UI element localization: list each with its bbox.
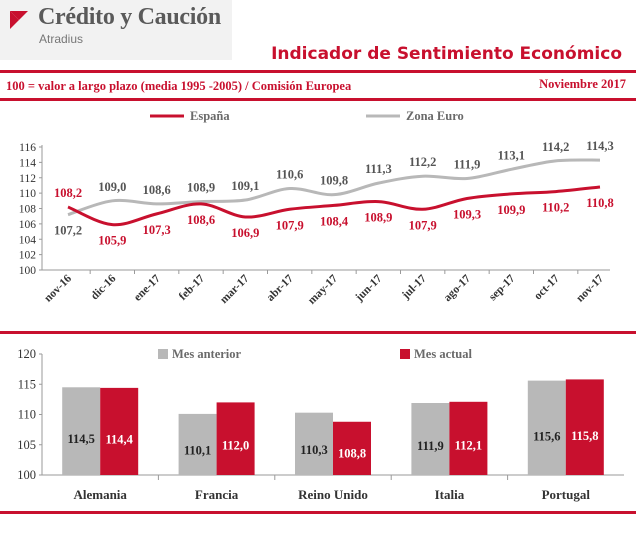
category-label: Francia bbox=[195, 487, 239, 502]
data-label-0: 107,9 bbox=[276, 218, 304, 232]
y-tick-label: 106 bbox=[19, 219, 37, 231]
data-label-0: 108,9 bbox=[364, 211, 392, 225]
bar-value-label-1: 114,4 bbox=[105, 432, 133, 446]
y-tick-label: 120 bbox=[17, 347, 36, 361]
data-label-1: 111,3 bbox=[365, 162, 392, 176]
data-label-0: 108,6 bbox=[187, 213, 215, 227]
y-tick-label: 110 bbox=[19, 188, 36, 200]
bar-value-label-1: 108,8 bbox=[338, 447, 366, 461]
top-rule bbox=[0, 70, 636, 73]
report-date: Noviembre 2017 bbox=[539, 77, 626, 91]
y-tick-label: 105 bbox=[17, 438, 36, 452]
bottom-rule bbox=[0, 511, 636, 514]
data-label-0: 107,3 bbox=[143, 223, 171, 237]
data-label-1: 109,1 bbox=[231, 179, 259, 193]
legend-swatch-0 bbox=[158, 349, 168, 359]
data-label-0: 108,4 bbox=[320, 214, 349, 228]
data-label-1: 114,2 bbox=[542, 140, 569, 154]
bar-value-label-0: 114,5 bbox=[67, 432, 94, 446]
series-line-1 bbox=[67, 158, 601, 217]
bar-value-label-1: 112,0 bbox=[222, 439, 249, 453]
data-label-0: 107,9 bbox=[409, 218, 437, 232]
bar-value-label-1: 115,8 bbox=[571, 429, 598, 443]
x-tick-label: nov-17 bbox=[574, 272, 606, 304]
line-chart: España Zona Euro 100 102 104 106 108 110 112 114 1… bbox=[19, 109, 614, 307]
data-label-0: 108,2 bbox=[54, 186, 82, 200]
data-label-1: 114,3 bbox=[586, 139, 613, 153]
bar-1 bbox=[449, 401, 488, 475]
series-line-0 bbox=[67, 185, 601, 227]
x-tick-label: oct-17 bbox=[532, 272, 562, 302]
y-tick-label: 116 bbox=[19, 142, 36, 154]
x-tick-label: jul-17 bbox=[399, 272, 429, 302]
y-tick-label: 114 bbox=[19, 157, 36, 169]
logo-area: Crédito y Caución Atradius bbox=[0, 0, 232, 60]
data-label-1: 110,6 bbox=[276, 168, 303, 182]
y-tick-label: 112 bbox=[19, 173, 36, 185]
data-label-0: 109,3 bbox=[453, 208, 481, 222]
bar-0 bbox=[411, 403, 450, 475]
legend-swatch-1 bbox=[400, 349, 410, 359]
x-tick-label: mar-17 bbox=[218, 272, 252, 306]
data-label-1: 113,1 bbox=[498, 148, 525, 162]
x-tick-label: dic-16 bbox=[89, 272, 119, 302]
y-tick-label: 115 bbox=[18, 377, 36, 391]
bar-chart: Mes anterior Mes actual 100 105 110 115 120 114… bbox=[17, 347, 624, 502]
bar-value-label-1: 112,1 bbox=[455, 438, 482, 452]
data-label-1: 108,9 bbox=[187, 181, 215, 195]
category-label: Reino Unido bbox=[298, 487, 368, 502]
bar-1 bbox=[100, 387, 139, 475]
subtitle-rule bbox=[0, 98, 636, 101]
bar-1 bbox=[565, 379, 604, 475]
brand-name: Crédito y Caución bbox=[38, 4, 221, 30]
x-tick-label: feb-17 bbox=[177, 272, 207, 302]
x-tick-label: abr-17 bbox=[265, 272, 296, 303]
y-tick-label: 100 bbox=[17, 468, 36, 482]
x-tick-label: jun-17 bbox=[353, 272, 385, 304]
bar-0 bbox=[295, 412, 333, 475]
category-label: Alemania bbox=[73, 487, 127, 502]
data-label-0: 110,8 bbox=[586, 196, 613, 210]
legend-label-1: Mes actual bbox=[414, 347, 472, 361]
data-label-0: 105,9 bbox=[98, 234, 126, 248]
data-label-0: 106,9 bbox=[231, 226, 259, 240]
data-label-1: 111,9 bbox=[454, 158, 481, 172]
bar-1 bbox=[333, 421, 371, 475]
bar-value-label-0: 110,3 bbox=[300, 443, 327, 457]
x-tick-label: ago-17 bbox=[442, 272, 474, 304]
y-tick-label: 100 bbox=[19, 265, 37, 277]
y-tick-label: 102 bbox=[19, 250, 37, 262]
brand-subname: Atradius bbox=[39, 32, 84, 46]
data-label-0: 109,9 bbox=[497, 203, 525, 217]
bar-value-label-0: 115,6 bbox=[533, 429, 560, 443]
bar-0 bbox=[527, 380, 566, 475]
data-label-1: 112,2 bbox=[409, 155, 436, 169]
legend-label-1: Zona Euro bbox=[406, 109, 464, 123]
chart-subtitle: 100 = valor a largo plazo (media 1995 -2… bbox=[6, 79, 352, 93]
data-label-1: 108,6 bbox=[143, 183, 171, 197]
y-tick-label: 110 bbox=[18, 408, 36, 422]
report-title: Indicador de Sentimiento Económico bbox=[271, 44, 622, 64]
bar-1 bbox=[216, 402, 255, 475]
section-rule bbox=[0, 331, 636, 334]
bar-value-label-0: 111,9 bbox=[417, 439, 444, 453]
brand-logo-icon bbox=[10, 11, 28, 29]
x-tick-label: may-17 bbox=[306, 272, 340, 306]
bar-value-label-0: 110,1 bbox=[184, 443, 211, 457]
data-label-1: 107,2 bbox=[54, 224, 82, 238]
category-label: Italia bbox=[435, 487, 465, 502]
y-tick-label: 108 bbox=[19, 204, 37, 216]
data-label-0: 110,2 bbox=[542, 201, 569, 215]
data-label-1: 109,0 bbox=[98, 180, 126, 194]
bar-0 bbox=[62, 387, 101, 475]
category-label: Portugal bbox=[542, 487, 591, 502]
data-label-1: 109,8 bbox=[320, 174, 348, 188]
legend-label-0: Mes anterior bbox=[172, 347, 242, 361]
bar-0 bbox=[178, 413, 217, 475]
x-tick-label: nov-16 bbox=[42, 272, 74, 304]
x-tick-label: sep-17 bbox=[487, 272, 518, 303]
y-tick-label: 104 bbox=[19, 234, 37, 246]
x-tick-label: ene-17 bbox=[132, 272, 163, 303]
legend-label-0: España bbox=[190, 109, 230, 123]
